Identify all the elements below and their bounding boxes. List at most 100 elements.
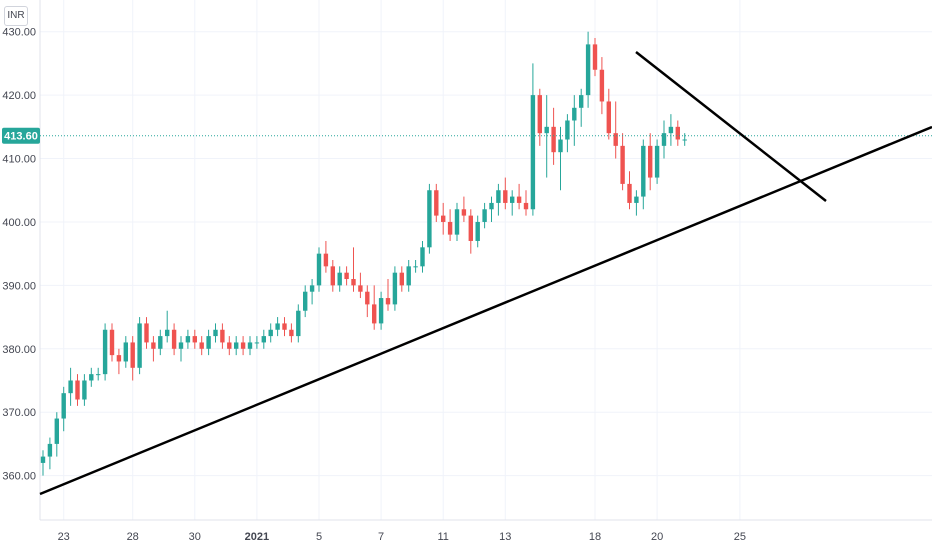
candle[interactable] bbox=[344, 266, 349, 286]
candle[interactable] bbox=[109, 323, 115, 362]
candle[interactable] bbox=[54, 412, 59, 457]
candle[interactable] bbox=[385, 279, 391, 311]
candle[interactable] bbox=[144, 317, 149, 349]
candle[interactable] bbox=[282, 317, 287, 337]
candle[interactable] bbox=[523, 190, 529, 216]
candle[interactable] bbox=[365, 285, 370, 318]
candle[interactable] bbox=[275, 317, 280, 337]
candle[interactable] bbox=[227, 336, 232, 356]
candle[interactable] bbox=[40, 450, 46, 476]
candle[interactable] bbox=[572, 95, 577, 146]
candle[interactable] bbox=[489, 196, 494, 222]
candle[interactable] bbox=[530, 63, 536, 216]
candle[interactable] bbox=[434, 183, 439, 222]
candle[interactable] bbox=[47, 437, 53, 470]
candle[interactable] bbox=[372, 285, 377, 330]
candle[interactable] bbox=[565, 114, 570, 153]
candle[interactable] bbox=[378, 291, 384, 330]
candle-body bbox=[565, 120, 570, 140]
candle[interactable] bbox=[213, 323, 218, 343]
candle[interactable] bbox=[668, 114, 674, 146]
candle[interactable] bbox=[123, 336, 128, 368]
candle[interactable] bbox=[551, 107, 556, 165]
candle[interactable] bbox=[323, 240, 329, 273]
candle[interactable] bbox=[199, 336, 204, 356]
candle[interactable] bbox=[89, 367, 94, 387]
candle[interactable] bbox=[75, 374, 80, 406]
candle[interactable] bbox=[309, 279, 315, 305]
candle[interactable] bbox=[461, 196, 467, 222]
candle[interactable] bbox=[296, 304, 301, 343]
candle[interactable] bbox=[682, 133, 687, 146]
candle[interactable] bbox=[158, 329, 163, 356]
candle[interactable] bbox=[254, 336, 260, 349]
candle[interactable] bbox=[261, 329, 266, 349]
candle[interactable] bbox=[116, 348, 122, 375]
candle[interactable] bbox=[482, 202, 487, 229]
candle[interactable] bbox=[268, 323, 273, 343]
candle[interactable] bbox=[585, 31, 591, 108]
candle[interactable] bbox=[558, 126, 563, 191]
candle[interactable] bbox=[289, 323, 294, 343]
candle[interactable] bbox=[68, 367, 73, 406]
candle[interactable] bbox=[641, 139, 646, 210]
candle-body bbox=[544, 126, 549, 134]
currency-badge[interactable]: INR bbox=[4, 6, 28, 26]
candle[interactable] bbox=[468, 209, 473, 254]
candle[interactable] bbox=[420, 240, 425, 273]
candle[interactable] bbox=[447, 209, 453, 241]
candle[interactable] bbox=[234, 336, 239, 356]
candle[interactable] bbox=[510, 190, 515, 216]
candle[interactable] bbox=[240, 336, 246, 356]
candle[interactable] bbox=[675, 120, 680, 146]
candle[interactable] bbox=[392, 266, 398, 311]
support-trendline[interactable] bbox=[39, 125, 932, 496]
candle[interactable] bbox=[399, 266, 404, 292]
candle[interactable] bbox=[316, 247, 322, 292]
candle[interactable] bbox=[178, 336, 184, 362]
candle[interactable] bbox=[406, 260, 411, 292]
candle[interactable] bbox=[165, 310, 170, 343]
candle[interactable] bbox=[82, 374, 87, 406]
candle[interactable] bbox=[330, 260, 335, 292]
candle[interactable] bbox=[606, 88, 611, 140]
candle[interactable] bbox=[303, 285, 308, 318]
candle[interactable] bbox=[503, 177, 508, 210]
candle[interactable] bbox=[206, 329, 211, 356]
candle[interactable] bbox=[441, 202, 446, 235]
candle[interactable] bbox=[192, 329, 197, 349]
candle[interactable] bbox=[413, 260, 418, 273]
candle[interactable] bbox=[171, 323, 177, 356]
candle[interactable] bbox=[130, 336, 135, 381]
candle[interactable] bbox=[627, 171, 632, 210]
candle[interactable] bbox=[544, 95, 549, 178]
candle[interactable] bbox=[579, 88, 584, 127]
candle[interactable] bbox=[537, 88, 542, 146]
candle[interactable] bbox=[654, 139, 660, 184]
candle[interactable] bbox=[358, 272, 363, 299]
candle[interactable] bbox=[96, 367, 101, 381]
candle[interactable] bbox=[599, 57, 605, 115]
candle[interactable] bbox=[648, 133, 653, 191]
candle[interactable] bbox=[475, 215, 480, 248]
candle[interactable] bbox=[61, 386, 66, 432]
candle[interactable] bbox=[102, 323, 108, 381]
candle[interactable] bbox=[620, 133, 625, 191]
candle[interactable] bbox=[151, 336, 156, 362]
candle[interactable] bbox=[247, 336, 253, 356]
candle[interactable] bbox=[185, 329, 191, 349]
candle[interactable] bbox=[634, 190, 639, 216]
candle[interactable] bbox=[661, 120, 667, 159]
candle[interactable] bbox=[427, 183, 432, 254]
candle[interactable] bbox=[220, 323, 225, 349]
candle[interactable] bbox=[351, 247, 356, 292]
candle[interactable] bbox=[337, 266, 342, 292]
candle[interactable] bbox=[454, 202, 460, 241]
resistance-trendline[interactable] bbox=[635, 51, 827, 202]
candle[interactable] bbox=[613, 101, 618, 159]
candle[interactable] bbox=[137, 317, 142, 375]
candle[interactable] bbox=[592, 38, 598, 77]
candle[interactable] bbox=[496, 183, 501, 216]
candle[interactable] bbox=[516, 183, 522, 210]
